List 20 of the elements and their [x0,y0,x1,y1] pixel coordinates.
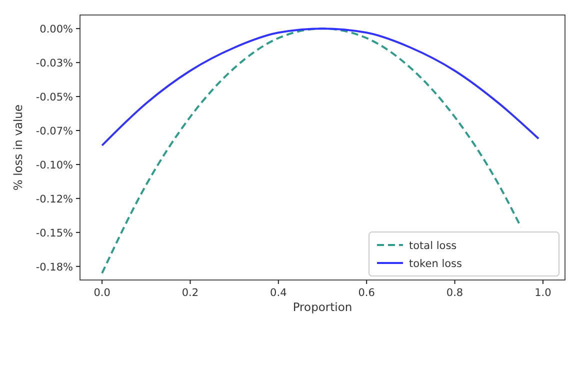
y-tick-label: -0.15% [36,227,74,240]
y-tick-label: -0.10% [36,159,74,172]
x-tick-label: 0.6 [358,287,376,299]
y-tick-label: 0.00% [40,24,74,36]
x-tick-label: 0.2 [182,287,199,299]
y-tick-label: -0.03% [36,58,74,70]
x-tick-label: 0.0 [94,287,110,299]
x-tick-label: 1.0 [534,287,552,299]
y-tick-label: -0.07% [36,126,74,138]
x-tick-label: 0.4 [270,287,288,299]
line-series [101,28,522,274]
y-tick-label: -0.12% [36,193,74,206]
y-tick-label: -0.18% [36,261,74,274]
line-series [101,28,540,146]
y-axis-title: % loss in value [11,104,25,191]
legend-label: token loss [409,258,462,270]
y-tick-label: -0.05% [36,92,74,104]
x-tick-label: 0.8 [446,287,464,299]
x-axis-title: Proportion [292,300,352,314]
legend-label: total loss [409,240,457,252]
